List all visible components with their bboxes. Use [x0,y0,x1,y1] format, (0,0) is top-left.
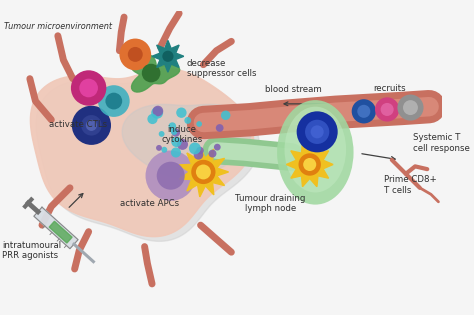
Ellipse shape [284,107,346,192]
Circle shape [297,111,337,152]
Circle shape [147,114,157,124]
Circle shape [162,51,173,62]
Circle shape [216,124,224,132]
Circle shape [151,107,163,119]
Circle shape [305,120,329,144]
Text: decrease
suppressor cells: decrease suppressor cells [187,59,256,78]
Circle shape [71,70,106,106]
Circle shape [172,128,180,137]
Circle shape [171,147,181,158]
Circle shape [79,79,98,97]
Polygon shape [131,54,180,92]
Circle shape [209,150,217,158]
Polygon shape [152,40,184,72]
Circle shape [177,139,188,150]
Circle shape [153,106,163,116]
Circle shape [357,105,370,118]
Text: activate APCs: activate APCs [120,199,179,208]
Circle shape [171,129,177,135]
Circle shape [403,100,418,115]
Text: intratumoural
PRR agonists: intratumoural PRR agonists [2,241,61,260]
Circle shape [375,97,399,122]
Circle shape [191,160,216,184]
Circle shape [184,117,191,124]
Circle shape [98,85,130,117]
Circle shape [161,147,167,153]
Circle shape [119,38,151,70]
Polygon shape [286,142,333,187]
Circle shape [397,94,424,121]
Circle shape [146,151,196,201]
Circle shape [128,47,143,62]
Text: Tumour microenvironment: Tumour microenvironment [4,22,112,31]
Circle shape [196,147,204,154]
Circle shape [381,103,394,116]
Polygon shape [36,73,259,241]
Text: Systemic T
cell response: Systemic T cell response [413,133,470,153]
Circle shape [169,122,176,130]
Polygon shape [49,221,72,243]
Polygon shape [34,207,78,249]
Circle shape [189,142,201,154]
Circle shape [159,131,164,137]
Circle shape [196,164,211,180]
Polygon shape [30,69,254,237]
Circle shape [299,153,321,176]
Circle shape [142,64,161,83]
Circle shape [105,93,122,109]
Ellipse shape [277,100,354,205]
Circle shape [310,125,324,138]
Text: blood stream: blood stream [265,85,322,94]
Text: Tumour draining
lymph node: Tumour draining lymph node [236,194,306,213]
Circle shape [72,106,111,145]
Text: activate CTLs: activate CTLs [48,120,107,129]
Text: recruits: recruits [374,83,406,93]
Polygon shape [122,104,251,178]
Circle shape [81,115,102,135]
Circle shape [157,162,185,190]
Polygon shape [179,147,228,197]
Circle shape [221,111,230,120]
Circle shape [176,107,187,118]
Circle shape [194,150,203,160]
Circle shape [352,99,376,123]
Text: induce
cytokines: induce cytokines [161,125,202,144]
Circle shape [196,121,202,127]
Circle shape [171,137,182,147]
Circle shape [156,145,162,151]
Circle shape [86,120,97,131]
Circle shape [214,144,221,151]
Text: Prime CD8+
T cells: Prime CD8+ T cells [384,175,437,195]
Circle shape [303,158,316,171]
